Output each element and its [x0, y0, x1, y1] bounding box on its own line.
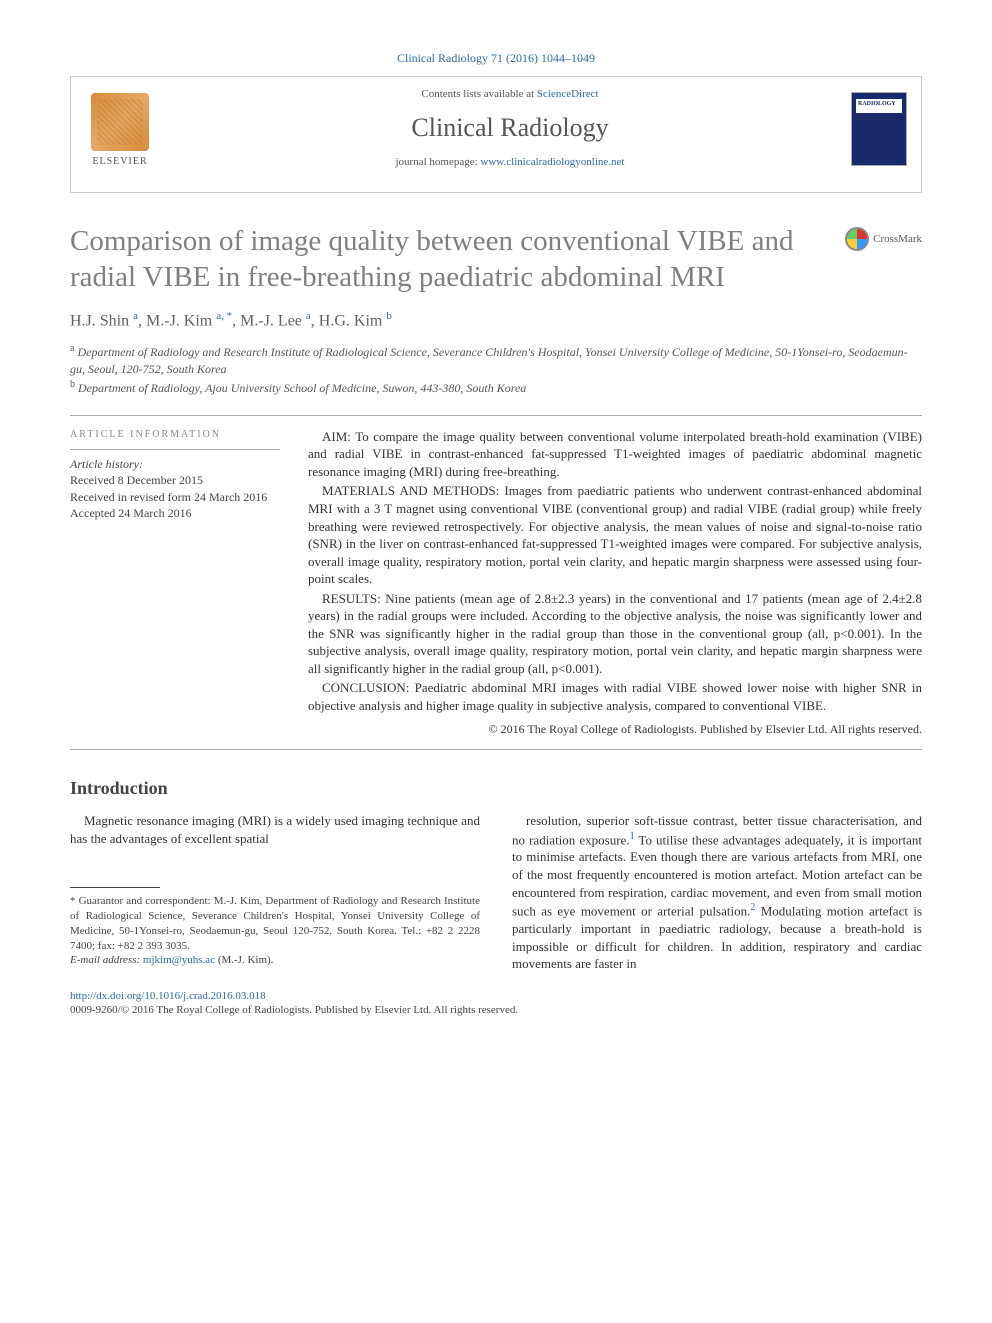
authors-line: H.J. Shin a, M.-J. Kim a, *, M.-J. Lee a… [70, 309, 922, 332]
email-line: E-mail address: mjkim@yuhs.ac (M.-J. Kim… [70, 953, 480, 968]
divider-bottom [70, 749, 922, 750]
article-info-heading: ARTICLE INFORMATION [70, 428, 280, 442]
page-footer: http://dx.doi.org/10.1016/j.crad.2016.03… [70, 989, 922, 1019]
abstract-results: RESULTS: Nine patients (mean age of 2.8±… [308, 590, 922, 678]
abstract-copyright: © 2016 The Royal College of Radiologists… [308, 721, 922, 737]
affiliation-a: a Department of Radiology and Research I… [70, 342, 922, 378]
footnotes: * Guarantor and correspondent: M.-J. Kim… [70, 894, 480, 968]
email-link[interactable]: mjkim@yuhs.ac [143, 954, 215, 966]
citation-line: Clinical Radiology 71 (2016) 1044–1049 [70, 50, 922, 66]
doi-link[interactable]: http://dx.doi.org/10.1016/j.crad.2016.03… [70, 990, 266, 1002]
info-abstract-row: ARTICLE INFORMATION Article history: Rec… [70, 428, 922, 737]
crossmark-icon [845, 227, 869, 251]
revised-date: Received in revised form 24 March 2016 [70, 490, 267, 504]
contents-list-line: Contents lists available at ScienceDirec… [169, 87, 851, 102]
sciencedirect-link[interactable]: ScienceDirect [537, 88, 599, 100]
journal-name: Clinical Radiology [169, 110, 851, 145]
abstract: AIM: To compare the image quality betwee… [308, 428, 922, 737]
elsevier-logo[interactable]: ELSEVIER [85, 89, 155, 169]
crossmark-label: CrossMark [873, 232, 922, 247]
journal-cover-label: RADIOLOGY [858, 100, 896, 108]
header-center: Contents lists available at ScienceDirec… [169, 87, 851, 170]
abstract-methods: MATERIALS AND METHODS: Images from paedi… [308, 482, 922, 587]
abstract-conclusion: CONCLUSION: Paediatric abdominal MRI ima… [308, 679, 922, 714]
intro-para-right: resolution, superior soft-tissue contras… [512, 812, 922, 973]
affiliations: a Department of Radiology and Research I… [70, 342, 922, 396]
abstract-aim: AIM: To compare the image quality betwee… [308, 428, 922, 481]
introduction-heading: Introduction [70, 776, 922, 800]
column-left: Magnetic resonance imaging (MRI) is a wi… [70, 812, 480, 973]
page: Clinical Radiology 71 (2016) 1044–1049 E… [0, 0, 992, 1058]
homepage-prefix: journal homepage: [395, 156, 480, 168]
received-date: Received 8 December 2015 [70, 473, 203, 487]
correspondent-note: * Guarantor and correspondent: M.-J. Kim… [70, 894, 480, 953]
elsevier-label: ELSEVIER [92, 155, 147, 169]
email-suffix: (M.-J. Kim). [215, 954, 273, 966]
title-block: Comparison of image quality between conv… [70, 223, 922, 296]
header-box: ELSEVIER Contents lists available at Sci… [70, 76, 922, 193]
email-label: E-mail address: [70, 954, 143, 966]
divider-top [70, 415, 922, 416]
journal-cover-thumb[interactable]: RADIOLOGY [851, 92, 907, 166]
homepage-link[interactable]: www.clinicalradiologyonline.net [480, 156, 624, 168]
history-label: Article history: [70, 457, 143, 471]
body-columns: Magnetic resonance imaging (MRI) is a wi… [70, 812, 922, 973]
contents-prefix: Contents lists available at [421, 88, 536, 100]
article-info: ARTICLE INFORMATION Article history: Rec… [70, 428, 280, 737]
article-title: Comparison of image quality between conv… [70, 223, 810, 296]
accepted-date: Accepted 24 March 2016 [70, 506, 192, 520]
homepage-line: journal homepage: www.clinicalradiologyo… [169, 155, 851, 170]
footer-copyright: 0009-9260/© 2016 The Royal College of Ra… [70, 1004, 518, 1016]
affiliation-b: b Department of Radiology, Ajou Universi… [70, 378, 922, 397]
column-right: resolution, superior soft-tissue contras… [512, 812, 922, 973]
crossmark-badge[interactable]: CrossMark [845, 227, 922, 251]
footnote-rule [70, 887, 160, 888]
article-history: Article history: Received 8 December 201… [70, 449, 280, 521]
intro-para-left: Magnetic resonance imaging (MRI) is a wi… [70, 812, 480, 847]
elsevier-tree-icon [91, 93, 149, 151]
